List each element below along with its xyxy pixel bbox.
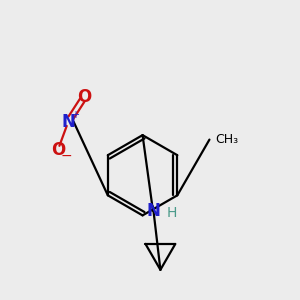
Text: O: O	[77, 88, 92, 106]
Text: H: H	[166, 206, 177, 220]
Text: N: N	[146, 202, 160, 220]
Text: CH₃: CH₃	[215, 133, 238, 146]
Text: N: N	[61, 113, 75, 131]
Text: −: −	[60, 149, 72, 163]
Text: +: +	[71, 110, 79, 120]
Text: O: O	[51, 141, 65, 159]
